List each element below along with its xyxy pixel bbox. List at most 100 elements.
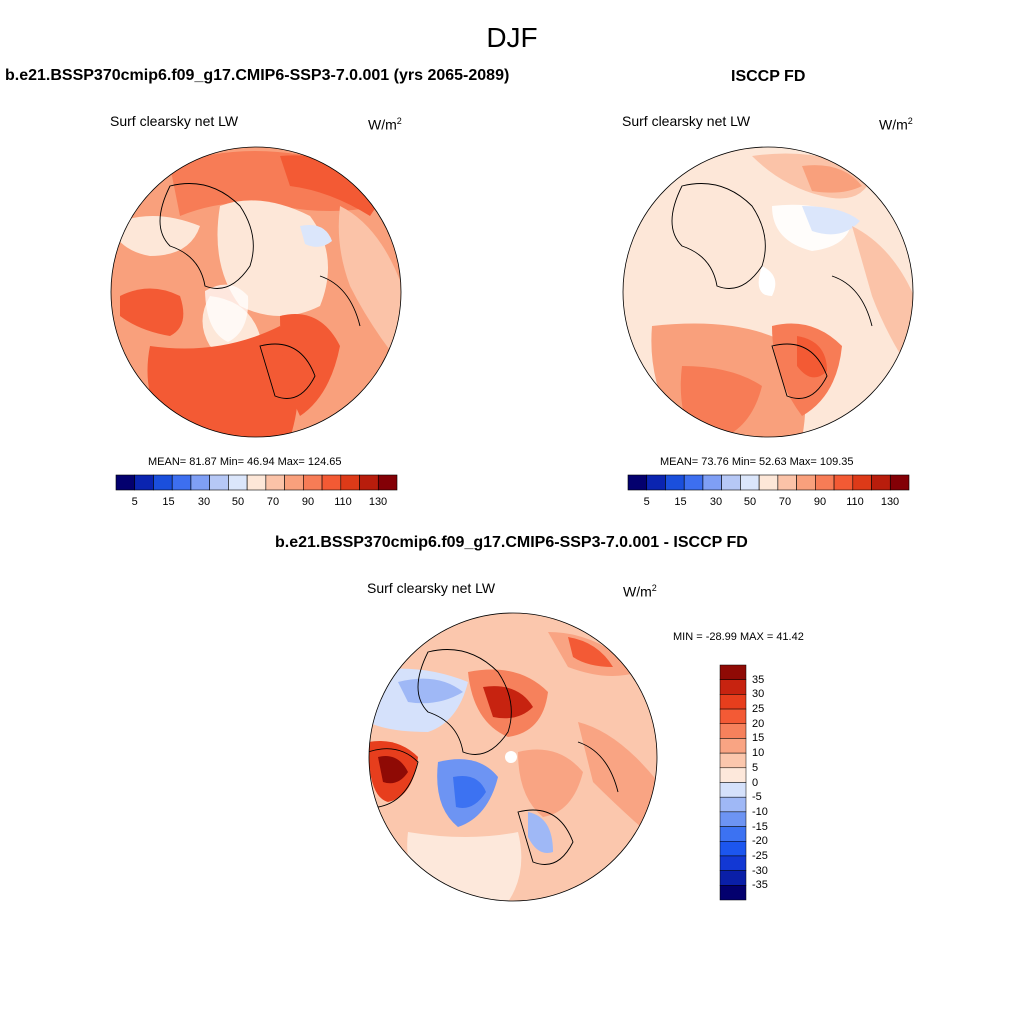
colorbar-swatch bbox=[377, 474, 398, 491]
diff-colorbar-ticks: 35 30 25 20 15 10 5 0 -5 -10 -15 -20 -25… bbox=[752, 665, 792, 900]
map-border bbox=[368, 612, 658, 902]
map-field-region bbox=[797, 336, 827, 378]
diff-variable-label: Surf clearsky net LW bbox=[367, 580, 496, 596]
diff-units-label: W/m2 bbox=[623, 583, 657, 600]
map-field-region bbox=[338, 206, 401, 366]
obs-colorbar-ticks: 5 15 30 50 70 90 110 130 bbox=[628, 496, 909, 510]
model-units-label: W/m2 bbox=[368, 116, 402, 133]
colorbar-tick: -10 bbox=[752, 805, 768, 818]
map-field-region bbox=[111, 216, 200, 256]
colorbar-swatch bbox=[833, 474, 854, 491]
obs-stats: MEAN= 73.76 Min= 52.63 Max= 109.35 bbox=[660, 456, 854, 468]
map-field-region bbox=[518, 749, 583, 817]
colorbar-swatch bbox=[683, 474, 704, 491]
colorbar-tick: 0 bbox=[752, 776, 759, 789]
colorbar-swatch bbox=[153, 474, 173, 491]
colorbar-tick: 25 bbox=[752, 703, 765, 715]
colorbar-tick: 90 bbox=[813, 496, 827, 508]
model-panel-title: b.e21.BSSP370cmip6.f09_g17.CMIP6-SSP3-7.… bbox=[5, 67, 510, 84]
colorbar-tick: 130 bbox=[880, 496, 900, 508]
obs-polar-map bbox=[622, 146, 914, 438]
colorbar-swatch bbox=[171, 474, 192, 491]
colorbar-swatch bbox=[740, 474, 760, 491]
colorbar-tick: 110 bbox=[846, 496, 864, 508]
colorbar-swatch bbox=[719, 841, 747, 857]
obs-units-label: W/m2 bbox=[879, 116, 913, 133]
colorbar-swatch bbox=[284, 474, 304, 491]
colorbar-tick: 15 bbox=[752, 732, 765, 745]
colorbar-tick: 5 bbox=[752, 761, 759, 774]
colorbar-tick: 30 bbox=[197, 496, 211, 508]
colorbar-swatch bbox=[777, 474, 797, 491]
colorbar-swatch bbox=[719, 826, 747, 842]
map-field-region bbox=[407, 832, 522, 901]
colorbar-tick: 5 bbox=[131, 496, 138, 508]
model-colorbar bbox=[115, 474, 398, 491]
colorbar-swatch bbox=[359, 474, 379, 491]
colorbar-swatch bbox=[719, 752, 747, 769]
colorbar-swatch bbox=[719, 811, 747, 827]
colorbar-tick: -35 bbox=[752, 879, 768, 892]
map-field-region bbox=[528, 812, 553, 853]
colorbar-swatch bbox=[115, 474, 136, 491]
colorbar-tick: -25 bbox=[752, 850, 768, 862]
map-field-region bbox=[680, 366, 762, 437]
diff-panel-title: b.e21.BSSP370cmip6.f09_g17.CMIP6-SSP3-7.… bbox=[275, 534, 748, 551]
map-field-region bbox=[568, 637, 613, 667]
diff-polar-map bbox=[368, 612, 658, 902]
diff-stats: MIN = -28.99 MAX = 41.42 bbox=[673, 631, 804, 643]
greenland-region bbox=[205, 284, 249, 342]
colorbar-swatch bbox=[796, 474, 816, 491]
map-border bbox=[622, 146, 914, 438]
colorbar-swatch bbox=[134, 474, 154, 491]
colorbar-tick: 90 bbox=[301, 496, 315, 508]
map-field-region bbox=[453, 776, 486, 808]
colorbar-swatch bbox=[190, 474, 210, 491]
map-field-region bbox=[147, 326, 298, 437]
colorbar-swatch bbox=[719, 767, 747, 783]
colorbar-swatch bbox=[719, 796, 747, 813]
colorbar-swatch bbox=[889, 474, 910, 491]
colorbar-swatch bbox=[815, 474, 835, 491]
colorbar-swatch bbox=[265, 474, 285, 491]
colorbar-swatch bbox=[702, 474, 722, 491]
map-border bbox=[110, 146, 402, 438]
colorbar-swatch bbox=[719, 708, 747, 724]
colorbar-swatch bbox=[719, 870, 747, 886]
colorbar-tick: -5 bbox=[752, 791, 762, 804]
colorbar-swatch bbox=[871, 474, 891, 491]
colorbar-tick: 30 bbox=[752, 688, 765, 701]
colorbar-swatch bbox=[303, 474, 323, 491]
colorbar-swatch bbox=[852, 474, 872, 491]
colorbar-tick: 35 bbox=[752, 673, 765, 686]
colorbar-swatch bbox=[719, 855, 747, 871]
pole-missing-data bbox=[505, 751, 517, 763]
obs-panel-title: ISCCP FD bbox=[731, 68, 806, 85]
colorbar-swatch bbox=[209, 474, 229, 491]
coastline bbox=[159, 183, 361, 399]
colorbar-swatch bbox=[665, 474, 685, 491]
colorbar-tick: 10 bbox=[752, 747, 765, 760]
colorbar-tick: 70 bbox=[778, 496, 792, 508]
map-field-region bbox=[398, 678, 463, 704]
colorbar-tick: 5 bbox=[643, 496, 650, 508]
colorbar-swatch bbox=[719, 723, 747, 739]
model-polar-map bbox=[110, 146, 402, 438]
colorbar-swatch bbox=[719, 782, 747, 798]
map-field-region bbox=[378, 756, 408, 784]
obs-variable-label: Surf clearsky net LW bbox=[622, 113, 751, 129]
coastline bbox=[369, 649, 619, 865]
colorbar-tick: 70 bbox=[266, 496, 280, 508]
map-field-region bbox=[802, 206, 860, 235]
colorbar-tick: 15 bbox=[162, 496, 175, 508]
colorbar-swatch bbox=[340, 474, 360, 491]
colorbar-swatch bbox=[646, 474, 666, 491]
colorbar-tick: 50 bbox=[231, 496, 245, 508]
map-field-region bbox=[802, 165, 862, 193]
colorbar-tick: -20 bbox=[752, 835, 768, 848]
colorbar-swatch bbox=[719, 738, 747, 754]
map-field-region bbox=[852, 226, 913, 376]
season-title: DJF bbox=[486, 22, 538, 53]
colorbar-swatch bbox=[719, 885, 747, 901]
pole-missing-data bbox=[761, 283, 773, 295]
